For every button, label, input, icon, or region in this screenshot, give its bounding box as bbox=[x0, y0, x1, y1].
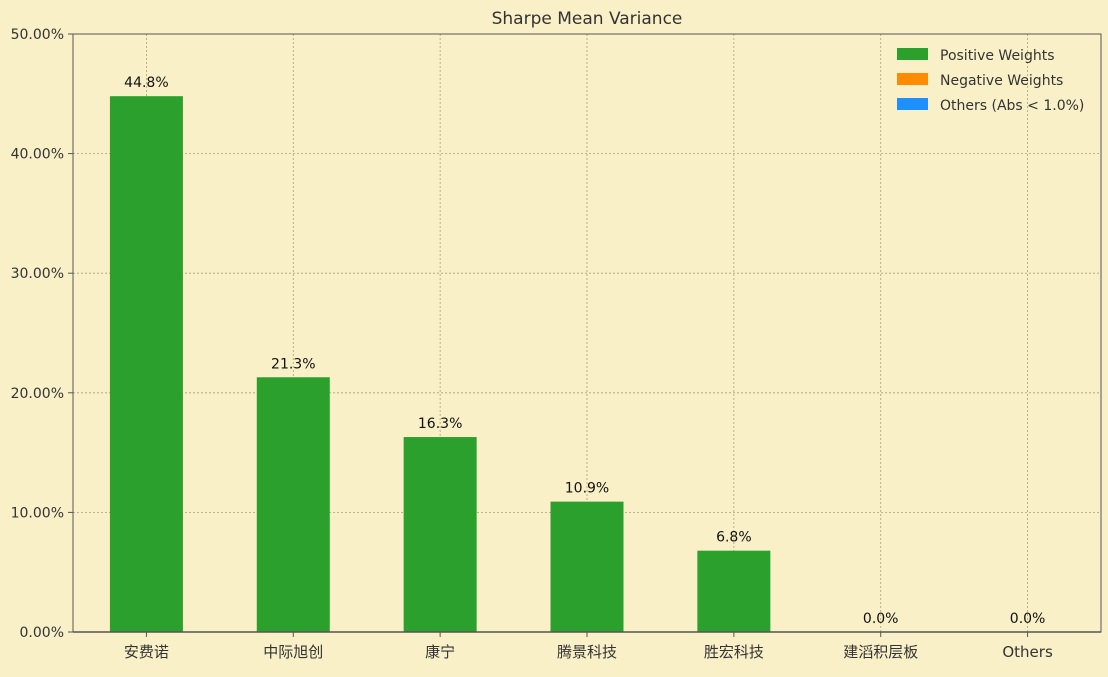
x-tick-label: 中际旭创 bbox=[263, 643, 323, 661]
bar-value-label: 10.9% bbox=[565, 481, 609, 497]
y-tick-label: 30.00% bbox=[11, 266, 64, 282]
bar-value-label: 0.0% bbox=[863, 611, 899, 627]
bar bbox=[403, 437, 477, 632]
bar-value-label: 21.3% bbox=[271, 356, 315, 372]
legend-label: Others (Abs < 1.0%) bbox=[940, 98, 1084, 114]
bar-value-label: 0.0% bbox=[1010, 611, 1046, 627]
legend-swatch bbox=[897, 73, 928, 85]
y-tick-label: 50.00% bbox=[11, 27, 64, 43]
y-tick-label: 20.00% bbox=[11, 386, 64, 402]
bar-value-label: 44.8% bbox=[124, 75, 168, 91]
bar-value-label: 6.8% bbox=[716, 530, 752, 546]
bar bbox=[550, 501, 624, 632]
legend-label: Positive Weights bbox=[940, 48, 1055, 64]
x-tick-label: 建滔积层板 bbox=[843, 643, 918, 661]
y-tick-label: 0.00% bbox=[20, 625, 64, 641]
y-tick-label: 10.00% bbox=[11, 505, 64, 521]
legend-swatch bbox=[897, 98, 928, 110]
bar bbox=[109, 96, 183, 632]
x-tick-label: 腾景科技 bbox=[557, 643, 617, 661]
bar bbox=[697, 550, 771, 632]
chart-title: Sharpe Mean Variance bbox=[492, 9, 683, 29]
bar-value-label: 16.3% bbox=[418, 416, 462, 432]
x-tick-label: 安费诺 bbox=[124, 643, 169, 661]
y-tick-label: 40.00% bbox=[11, 147, 64, 163]
x-tick-label: 胜宏科技 bbox=[704, 643, 764, 661]
x-tick-label: 康宁 bbox=[425, 643, 455, 661]
legend-label: Negative Weights bbox=[940, 73, 1063, 89]
x-tick-label: Others bbox=[1002, 643, 1053, 661]
bar bbox=[256, 377, 330, 632]
legend-swatch bbox=[897, 48, 928, 60]
